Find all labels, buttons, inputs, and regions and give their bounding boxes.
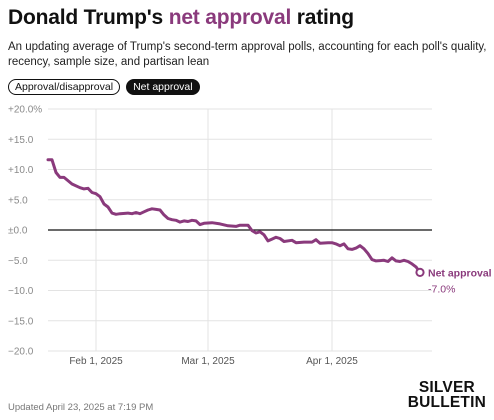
y-tick-label: −20.0 [8, 347, 34, 358]
y-tick-label: −5.0 [8, 256, 28, 267]
y-tick-label: +5.0 [8, 195, 28, 206]
chart-title: Donald Trump's net approval rating [8, 6, 354, 30]
updated-timestamp: Updated April 23, 2025 at 7:19 PM [8, 402, 154, 413]
silver-bulletin-logo: SILVER BULLETIN [407, 379, 486, 411]
toggle-net-approval[interactable]: Net approval [126, 79, 200, 95]
y-tick-label: +20.0% [8, 105, 42, 116]
series-end-label: Net approval [428, 267, 492, 279]
y-tick-label: ±0.0 [8, 226, 28, 237]
net-approval-chart: Feb 1, 2025 Mar 1, 2025 Apr 1, 2025 +20.0% +… [8, 105, 492, 368]
view-toggle-group: Approval/disapproval Net approval [8, 79, 200, 95]
y-tick-label: +15.0 [8, 135, 34, 146]
logo-line-1: SILVER [418, 379, 475, 396]
series-end-value: -7.0% [428, 283, 455, 295]
series-end-marker [415, 267, 425, 277]
title-suffix: rating [291, 6, 354, 29]
y-tick-label: −10.0 [8, 286, 34, 297]
y-tick-label: +10.0 [8, 165, 34, 176]
title-prefix: Donald Trump's [8, 6, 169, 29]
title-accent: net approval [168, 6, 292, 29]
x-tick-label: Feb 1, 2025 [69, 356, 123, 367]
net-approval-line [46, 158, 422, 274]
chart-subtitle: An updating average of Trump's second-te… [8, 41, 487, 68]
toggle-approval-disapproval[interactable]: Approval/disapproval [8, 79, 121, 95]
logo-line-2: BULLETIN [407, 394, 486, 411]
x-tick-label: Apr 1, 2025 [306, 356, 358, 367]
x-tick-label: Mar 1, 2025 [181, 356, 235, 367]
y-tick-label: −15.0 [8, 316, 34, 327]
